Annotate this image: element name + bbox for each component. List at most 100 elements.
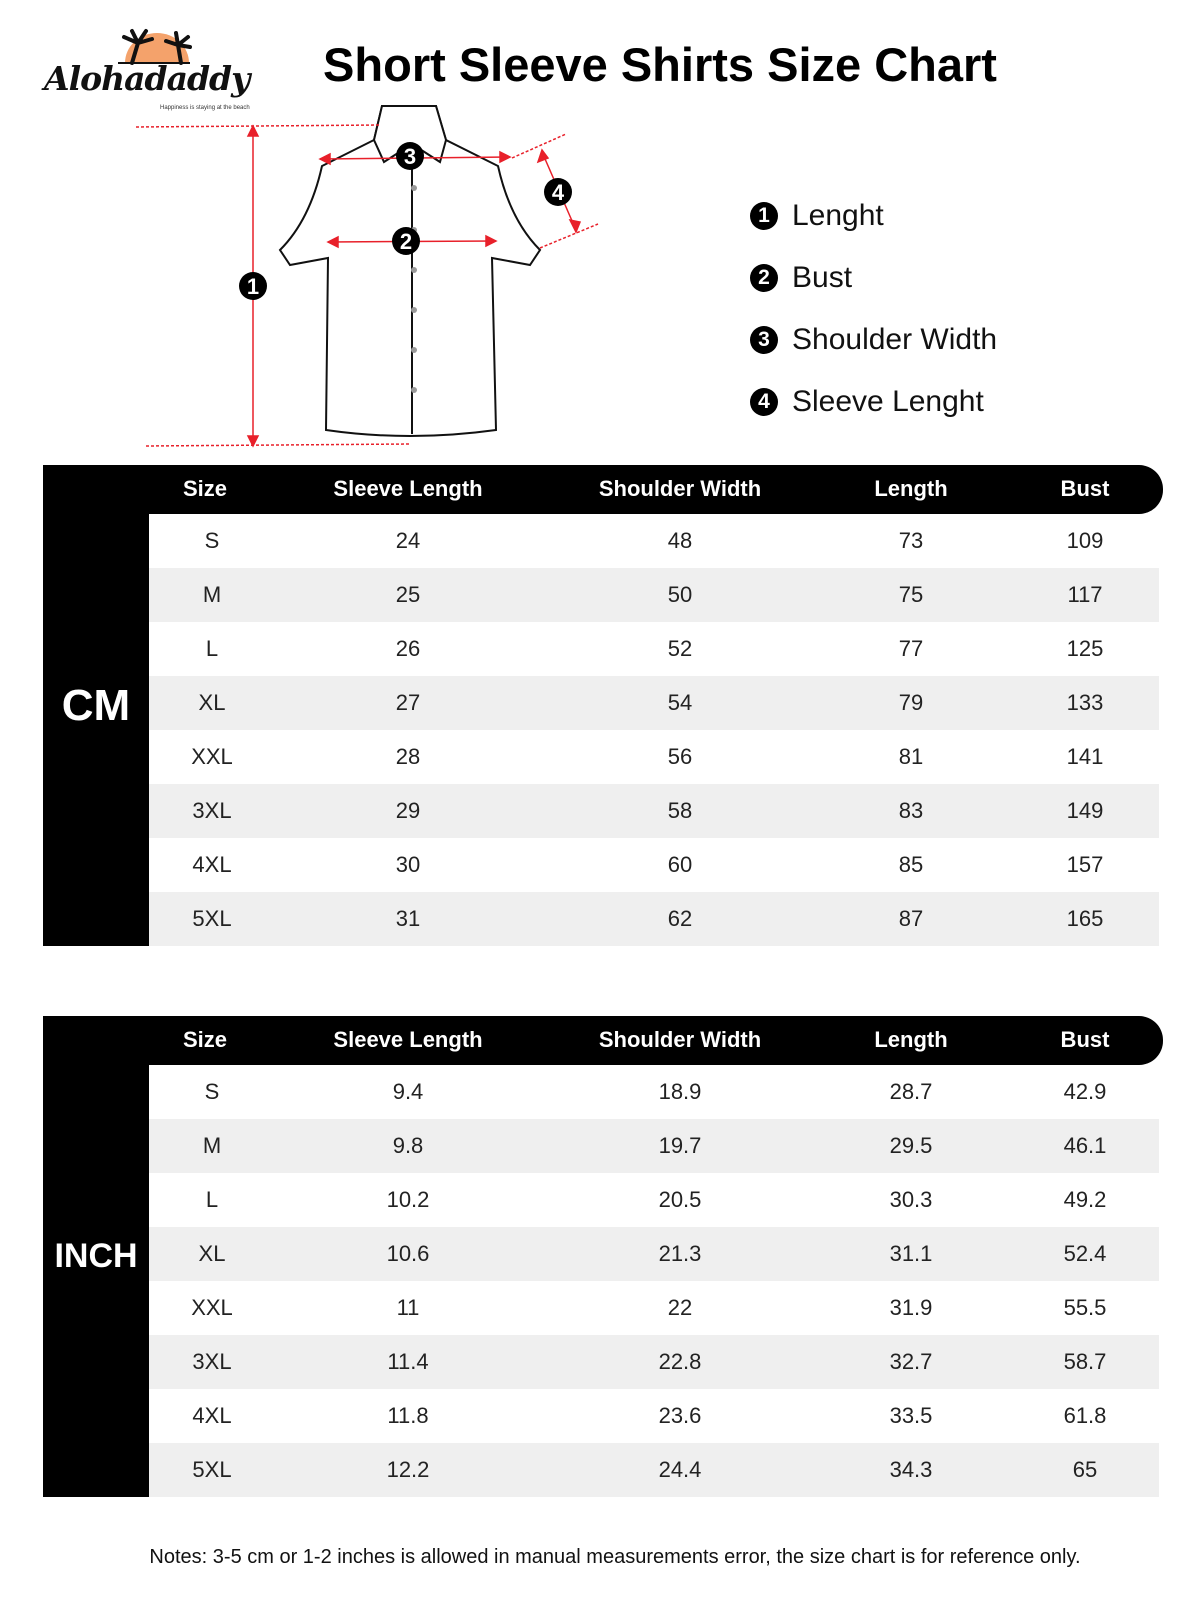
marker-2: 2	[400, 229, 412, 254]
table-cell: 12.2	[386, 1457, 430, 1482]
inch-size-table: INCH Size Sleeve Length Shoulder Width Lengt…	[43, 1016, 1163, 1497]
table-row: 3XL 11.4 22.8 32.7 58.7	[149, 1335, 1159, 1389]
table-cell: 22.8	[658, 1349, 702, 1374]
table-row: XXL 28 56 81 141	[149, 730, 1159, 784]
table-cell: 34.3	[889, 1457, 933, 1482]
table-cell: 26	[395, 636, 421, 661]
brand-logo: Alohadaddy Happiness is staying at the b…	[40, 15, 300, 115]
column-header: Length	[874, 476, 948, 501]
table-cell: XL	[198, 690, 226, 715]
table-cell: 55.5	[1063, 1295, 1107, 1320]
legend-label: Bust	[792, 261, 853, 294]
table-cell: 28.7	[889, 1079, 933, 1104]
legend-label: Lenght	[792, 199, 884, 232]
table-cell: 9.4	[392, 1079, 424, 1104]
table-cell: 30.3	[889, 1187, 933, 1212]
table-cell: 23.6	[658, 1403, 702, 1428]
table-cell: 3XL	[192, 798, 232, 823]
table-cell: 29	[395, 798, 421, 823]
table-cell: 141	[1066, 744, 1104, 769]
table-row: L 10.2 20.5 30.3 49.2	[149, 1173, 1159, 1227]
table-cell: 73	[898, 528, 924, 553]
marker-1: 1	[247, 274, 259, 299]
table-row: XL 27 54 79 133	[149, 676, 1159, 730]
unit-label: CM	[43, 465, 149, 946]
notes: Notes: 3-5 cm or 1-2 inches is allowed i…	[149, 1546, 1081, 1568]
table-cell: 58	[667, 798, 693, 823]
table-header: Size Sleeve Length Shoulder Width Length Bus…	[43, 465, 1163, 514]
table-cell: 28	[395, 744, 421, 769]
table-cell: 9.8	[392, 1133, 424, 1158]
column-header: Size	[182, 476, 228, 501]
legend-label: Sleeve Lenght	[792, 385, 984, 418]
column-header: Bust	[1060, 476, 1110, 501]
table-cell: 79	[898, 690, 924, 715]
marker-3: 3	[404, 144, 416, 169]
table-row: XL 10.6 21.3 31.1 52.4	[149, 1227, 1159, 1281]
table-cell: L	[205, 1187, 219, 1212]
table-row: M 25 50 75 117	[149, 568, 1159, 622]
table-cell: 30	[395, 852, 421, 877]
cm-size-table: CM Size Sleeve Length Shoulder Width Length B…	[43, 465, 1163, 946]
table-row: 5XL 31 62 87 165	[149, 892, 1159, 946]
table-cell: 11	[396, 1295, 420, 1320]
legend-number: 2	[750, 264, 778, 292]
table-cell: S	[204, 1079, 220, 1104]
table-cell: 18.9	[658, 1079, 702, 1104]
table-cell: 165	[1066, 906, 1104, 931]
table-cell: 52	[667, 636, 693, 661]
table-row: 5XL 12.2 24.4 34.3 65	[149, 1443, 1159, 1497]
table-row: S 9.4 18.9 28.7 42.9	[149, 1065, 1159, 1119]
table-cell: 21.3	[658, 1241, 702, 1266]
table-cell: 54	[667, 690, 693, 715]
column-header: Size	[182, 1027, 228, 1052]
table-cell: 33.5	[889, 1403, 933, 1428]
column-header: Shoulder Width	[598, 1027, 762, 1052]
table-row: 3XL 29 58 83 149	[149, 784, 1159, 838]
table-cell: 62	[667, 906, 693, 931]
table-cell: 77	[898, 636, 924, 661]
table-cell: 42.9	[1063, 1079, 1107, 1104]
table-cell: 31.9	[889, 1295, 933, 1320]
legend-item: 3 Shoulder Width	[750, 309, 997, 371]
legend-number: 4	[750, 388, 778, 416]
table-row: XXL 11 22 31.9 55.5	[149, 1281, 1159, 1335]
table-cell: 19.7	[658, 1133, 702, 1158]
brand-name: Alohadaddy	[44, 59, 250, 98]
table-cell: 24.4	[658, 1457, 702, 1482]
table-cell: S	[204, 528, 220, 553]
table-row: L 26 52 77 125	[149, 622, 1159, 676]
table-cell: 4XL	[192, 852, 232, 877]
table-cell: 60	[667, 852, 693, 877]
marker-4: 4	[552, 180, 565, 205]
table-cell: 149	[1066, 798, 1104, 823]
table-cell: 27	[395, 690, 421, 715]
table-cell: 117	[1067, 582, 1103, 607]
table-cell: 125	[1066, 636, 1104, 661]
table-header: Size Sleeve Length Shoulder Width Length Bus…	[43, 1016, 1163, 1065]
page-title: Short Sleeve Shirts Size Chart	[323, 38, 997, 91]
table-cell: XXL	[191, 1295, 233, 1320]
table-cell: 29.5	[889, 1133, 933, 1158]
shirt-diagram: 1 2 3 4	[130, 100, 610, 455]
table-cell: 20.5	[658, 1187, 702, 1212]
table-cell: 31	[395, 906, 421, 931]
table-cell: 157	[1066, 852, 1104, 877]
table-cell: 58.7	[1063, 1349, 1107, 1374]
table-cell: XXL	[191, 744, 233, 769]
unit-label: INCH	[43, 1016, 149, 1497]
table-cell: 22	[667, 1295, 693, 1320]
table-cell: 81	[898, 744, 924, 769]
table-cell: 25	[395, 582, 421, 607]
table-cell: 75	[898, 582, 924, 607]
table-cell: 3XL	[192, 1349, 232, 1374]
table-cell: 52.4	[1063, 1241, 1107, 1266]
table-cell: 11.8	[387, 1403, 429, 1428]
table-row: M 9.8 19.7 29.5 46.1	[149, 1119, 1159, 1173]
table-cell: 10.2	[386, 1187, 430, 1212]
table-row: S 24 48 73 109	[149, 514, 1159, 568]
table-cell: 109	[1066, 528, 1104, 553]
table-cell: 32.7	[889, 1349, 933, 1374]
palm-sun-icon	[118, 29, 192, 65]
table-cell: 4XL	[192, 1403, 232, 1428]
